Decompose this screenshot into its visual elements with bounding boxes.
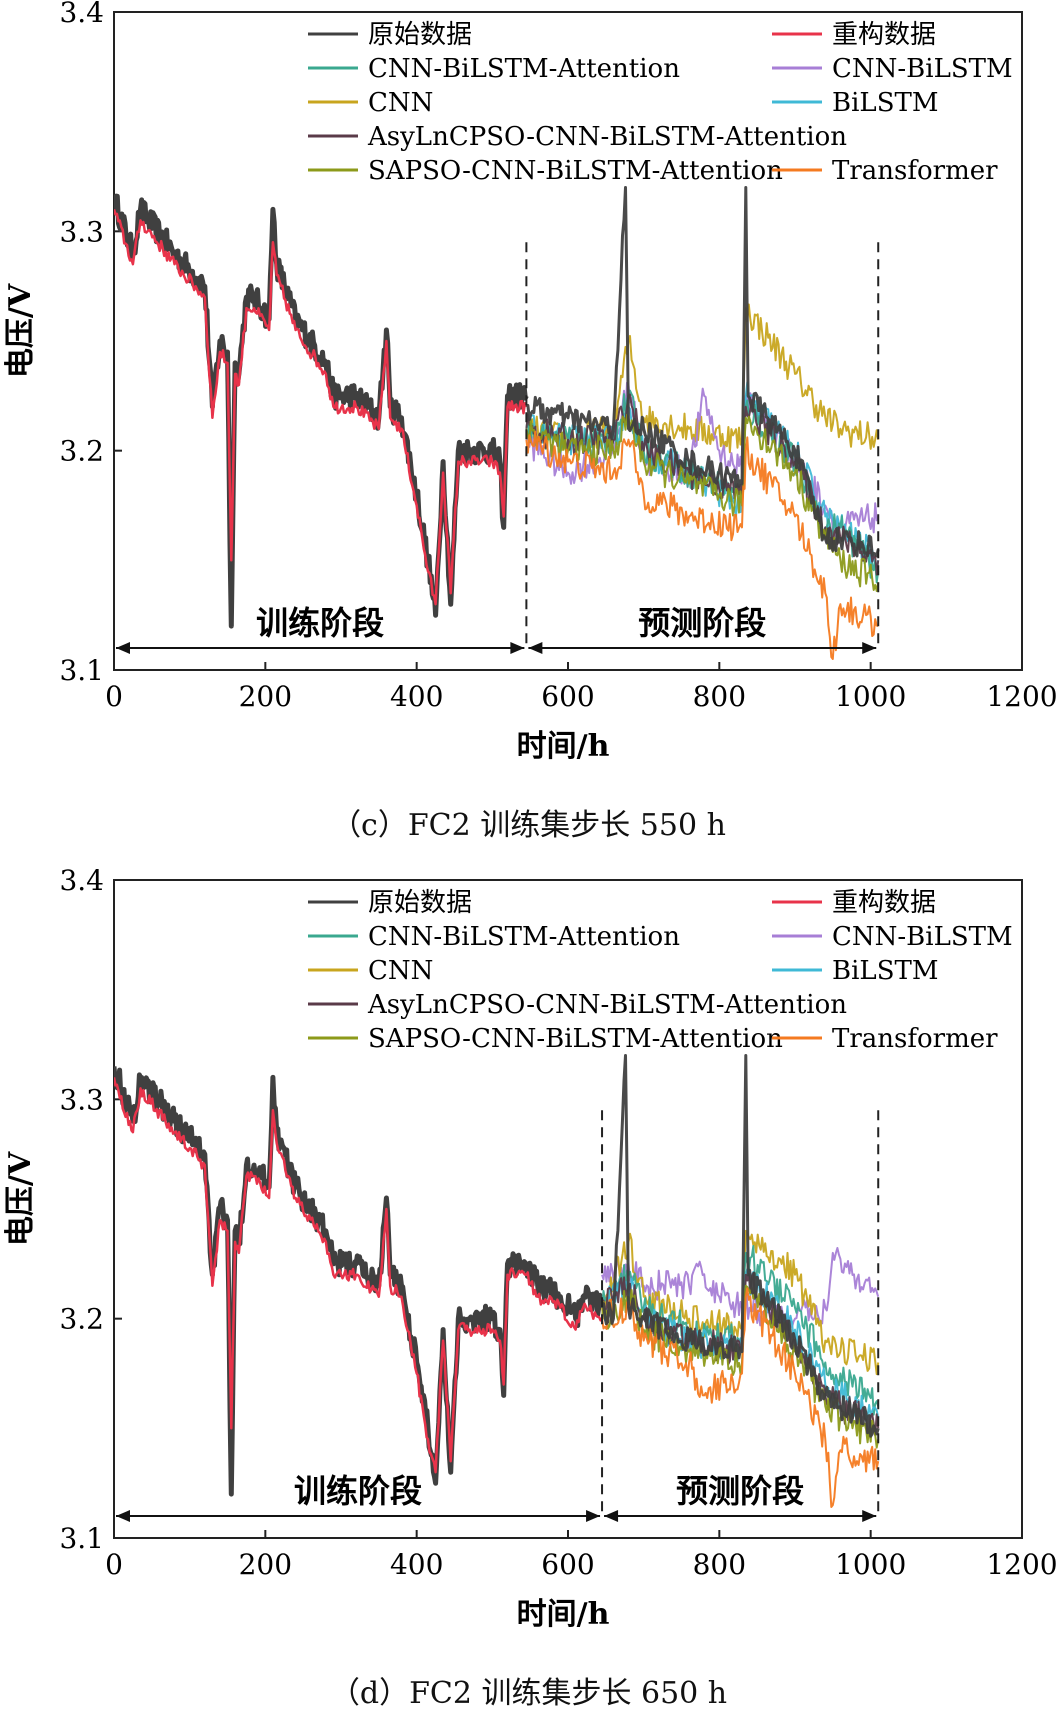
x-tick-label: 400 bbox=[390, 1548, 443, 1581]
train-phase-label: 训练阶段 bbox=[294, 1472, 422, 1510]
predict-phase-arrow-head-left bbox=[528, 642, 543, 654]
legend-label: Transformer bbox=[832, 1024, 998, 1054]
legend-label: SAPSO-CNN-BiLSTM-Attention bbox=[368, 1024, 783, 1054]
series-forecast-BiLSTM bbox=[525, 381, 880, 570]
predict-phase-arrow-head-right bbox=[862, 642, 877, 654]
y-tick-label: 3.2 bbox=[59, 435, 104, 468]
x-tick-label: 600 bbox=[541, 1548, 594, 1581]
series-forecast-原始数据 bbox=[600, 1054, 880, 1438]
legend-label: SAPSO-CNN-BiLSTM-Attention bbox=[368, 156, 783, 186]
x-tick-label: 200 bbox=[239, 680, 292, 713]
train-phase-arrow-head-left bbox=[116, 642, 130, 654]
x-tick-label: 1200 bbox=[986, 1548, 1057, 1581]
predict-phase-arrow-head-left bbox=[604, 1510, 619, 1522]
x-tick-label: 1000 bbox=[835, 680, 906, 713]
legend-label: AsyLnCPSO-CNN-BiLSTM-Attention bbox=[367, 990, 847, 1020]
y-tick-label: 3.3 bbox=[59, 215, 104, 248]
series-forecast-SAPSO-CNN-BiLSTM-Attention bbox=[525, 413, 880, 592]
predict-phase-label: 预测阶段 bbox=[676, 1472, 804, 1510]
chart-d-caption: （d）FC2 训练集步长 650 h bbox=[329, 1676, 728, 1711]
legend-label: BiLSTM bbox=[832, 956, 938, 986]
chart-c-svg: 3.1 3.2 3.3 3.4 0 200 400 600 800 1000 1200 时间/h 电压/… bbox=[3, 0, 1057, 764]
train-phase-arrow-head-right bbox=[510, 642, 525, 654]
x-tick-label: 600 bbox=[541, 680, 594, 713]
x-tick-label: 200 bbox=[239, 1548, 292, 1581]
series-reconstructed-data bbox=[114, 1077, 603, 1474]
predict-phase-label: 预测阶段 bbox=[638, 604, 766, 642]
chart-panel-c: 3.1 3.2 3.3 3.4 0 200 400 600 800 1000 1200 时间/h 电压/… bbox=[3, 0, 1057, 843]
y-tick-label: 3.3 bbox=[59, 1083, 104, 1116]
x-tick-label: 400 bbox=[390, 680, 443, 713]
x-axis-label: 时间/h bbox=[517, 729, 610, 764]
series-raw-data bbox=[114, 1066, 605, 1497]
legend-label: CNN bbox=[368, 88, 433, 118]
chart-panel-d: 3.1 3.2 3.3 3.4 0 200 400 600 800 1000 1200 时间/h 电压/… bbox=[0, 868, 1057, 1736]
legend-label: BiLSTM bbox=[832, 88, 938, 118]
y-axis-label: 电压/V bbox=[3, 1151, 38, 1246]
legend-label: AsyLnCPSO-CNN-BiLSTM-Attention bbox=[367, 122, 847, 152]
legend-label: CNN-BiLSTM-Attention bbox=[368, 922, 680, 952]
train-phase-label: 训练阶段 bbox=[256, 604, 384, 642]
series-forecast-原始数据 bbox=[525, 186, 880, 558]
series-forecast-CNN-BiLSTM bbox=[601, 1247, 880, 1331]
plot-area bbox=[114, 1054, 880, 1508]
legend-label: CNN-BiLSTM-Attention bbox=[368, 54, 680, 84]
series-reconstructed-data bbox=[114, 209, 528, 606]
series-forecast-Transformer bbox=[601, 1287, 880, 1508]
y-tick-label: 3.2 bbox=[59, 1303, 104, 1336]
y-tick-label: 3.1 bbox=[59, 1522, 104, 1555]
legend-label: CNN-BiLSTM bbox=[832, 54, 1013, 84]
train-phase-arrow-head-right bbox=[586, 1510, 601, 1522]
legend-label: 重构数据 bbox=[832, 20, 936, 50]
x-tick-label: 0 bbox=[105, 680, 123, 713]
legend-label: CNN-BiLSTM bbox=[832, 922, 1013, 952]
x-tick-label: 800 bbox=[693, 680, 746, 713]
series-forecast-AsyLnCPSO-CNN-BiLSTM-Attention bbox=[525, 393, 880, 576]
x-tick-label: 1000 bbox=[835, 1548, 906, 1581]
series-forecast-CNN-BiLSTM bbox=[525, 381, 880, 538]
plot-area bbox=[114, 186, 880, 660]
legend-label: 原始数据 bbox=[368, 20, 472, 50]
series-forecast-CNN bbox=[601, 1229, 880, 1376]
chart-d-svg: 3.1 3.2 3.3 3.4 0 200 400 600 800 1000 1200 时间/h 电压/… bbox=[3, 868, 1057, 1632]
y-axis-label: 电压/V bbox=[3, 283, 38, 378]
predict-phase-arrow-head-right bbox=[862, 1510, 877, 1522]
legend-label: Transformer bbox=[832, 156, 998, 186]
x-axis-label: 时间/h bbox=[517, 1597, 610, 1632]
y-tick-label: 3.1 bbox=[59, 654, 104, 687]
x-tick-label: 0 bbox=[105, 1548, 123, 1581]
train-phase-arrow-head-left bbox=[116, 1510, 130, 1522]
legend-label: CNN bbox=[368, 956, 433, 986]
x-tick-label: 1200 bbox=[986, 680, 1057, 713]
chart-c-caption: （c）FC2 训练集步长 550 h bbox=[331, 808, 726, 843]
legend-label: 重构数据 bbox=[832, 888, 936, 918]
legend-label: 原始数据 bbox=[368, 888, 472, 918]
y-tick-label: 3.4 bbox=[59, 0, 104, 29]
y-tick-label: 3.4 bbox=[59, 868, 104, 897]
x-tick-label: 800 bbox=[693, 1548, 746, 1581]
series-forecast-Transformer bbox=[525, 430, 879, 660]
